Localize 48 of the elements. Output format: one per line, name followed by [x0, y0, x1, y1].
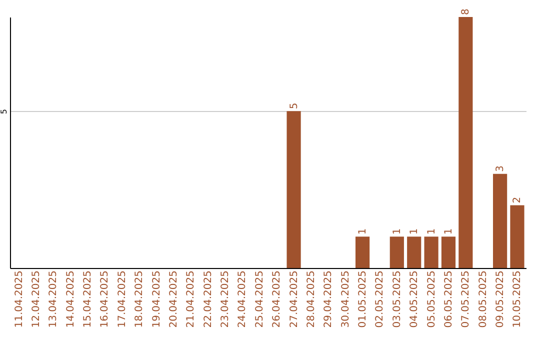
x-tick-label: 26.04.2025 [272, 270, 283, 328]
data-label: 1 [358, 228, 369, 235]
x-tick-label: 30.04.2025 [340, 270, 352, 328]
x-tick-label: 29.04.2025 [323, 270, 334, 328]
x-tick-label: 07.05.2025 [460, 270, 472, 328]
x-tick-label: 11.04.2025 [14, 270, 25, 328]
x-tick-label: 05.05.2025 [426, 270, 438, 328]
x-tick-label: 02.05.2025 [374, 270, 386, 328]
bar [458, 17, 473, 268]
x-tick-label: 09.05.2025 [495, 270, 506, 328]
x-tick-label: 04.05.2025 [409, 270, 420, 328]
bar [286, 111, 301, 268]
x-tick-label: 28.04.2025 [306, 270, 317, 328]
x-tick-label: 12.04.2025 [30, 270, 42, 328]
data-label: 1 [409, 228, 420, 235]
data-label: 5 [288, 102, 300, 110]
x-tick-label: 24.04.2025 [237, 270, 248, 328]
x-tick-label: 23.04.2025 [220, 270, 232, 328]
x-tick-label: 16.04.2025 [100, 270, 111, 328]
bar [424, 236, 438, 268]
data-label: 8 [460, 8, 472, 15]
data-label: 2 [512, 196, 524, 204]
bar [407, 236, 422, 268]
x-tick-label: 10.05.2025 [512, 270, 524, 328]
x-tick-label: 18.04.2025 [134, 270, 146, 328]
x-tick-label: 20.04.2025 [168, 270, 180, 328]
x-tick-label: 08.05.2025 [478, 270, 489, 328]
x-tick-label: 01.05.2025 [358, 270, 369, 328]
x-tick-label: 15.04.2025 [82, 270, 94, 328]
x-tick-label: 27.04.2025 [288, 270, 300, 328]
data-label: 3 [495, 166, 506, 172]
x-tick-label: 19.04.2025 [151, 270, 162, 328]
x-tick-label: 25.04.2025 [254, 270, 266, 328]
data-label: 1 [443, 228, 454, 235]
bar [390, 236, 404, 268]
bar [510, 205, 524, 268]
x-tick-label: 14.04.2025 [65, 270, 76, 328]
bar [441, 236, 456, 268]
data-label: 1 [392, 228, 403, 235]
x-tick-label: 17.04.2025 [116, 270, 128, 328]
x-tick-label: 06.05.2025 [443, 270, 454, 328]
bar [355, 236, 370, 268]
x-tick-label: 13.04.2025 [48, 270, 60, 328]
data-label: 1 [426, 228, 438, 235]
x-tick-label: 22.04.2025 [202, 270, 214, 328]
bar [493, 174, 508, 268]
x-tick-label: 21.04.2025 [186, 270, 197, 328]
x-tick-label: 03.05.2025 [392, 270, 403, 328]
